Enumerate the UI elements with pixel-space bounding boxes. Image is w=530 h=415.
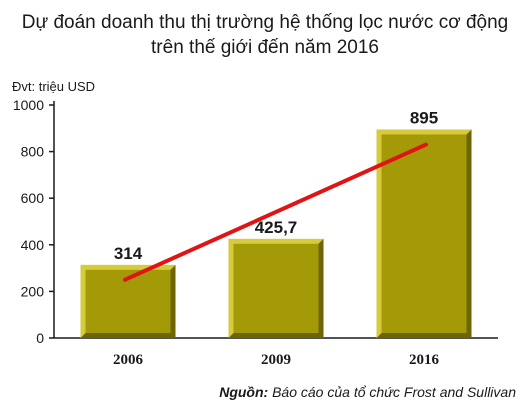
source-label: Nguồn: <box>219 384 269 400</box>
trend-line <box>123 142 428 282</box>
chart-title-line-2: trên thế giới đến năm 2016 <box>151 37 379 58</box>
y-tick-label: 1000 <box>13 97 44 113</box>
chart-title-line-1: Dự đoán doanh thu thị trường hệ thống lọ… <box>21 12 509 33</box>
bar-value-label: 425,7 <box>255 218 298 237</box>
bar-face <box>233 243 319 333</box>
source-note: Nguồn: Báo cáo của tổ chức Frost and Sul… <box>219 384 516 400</box>
y-tick-label: 800 <box>21 144 45 160</box>
unit-label: Đvt: triệu USD <box>12 79 95 94</box>
y-tick-label: 400 <box>21 237 45 253</box>
y-tick-label: 200 <box>21 283 45 299</box>
x-tick-label: 2009 <box>261 352 291 368</box>
x-tick-label: 2016 <box>409 352 440 368</box>
x-tick-label: 2006 <box>113 352 144 368</box>
y-tick-label: 600 <box>21 190 45 206</box>
bar-value-label: 895 <box>410 108 438 127</box>
source-text: Báo cáo của tổ chức Frost and Sullivan <box>268 384 516 400</box>
chart-title: Dự đoán doanh thu thị trường hệ thống lọ… <box>0 10 530 60</box>
y-tick-label: 0 <box>36 330 44 346</box>
bar-value-label: 314 <box>114 244 143 263</box>
bar-face <box>381 134 467 333</box>
